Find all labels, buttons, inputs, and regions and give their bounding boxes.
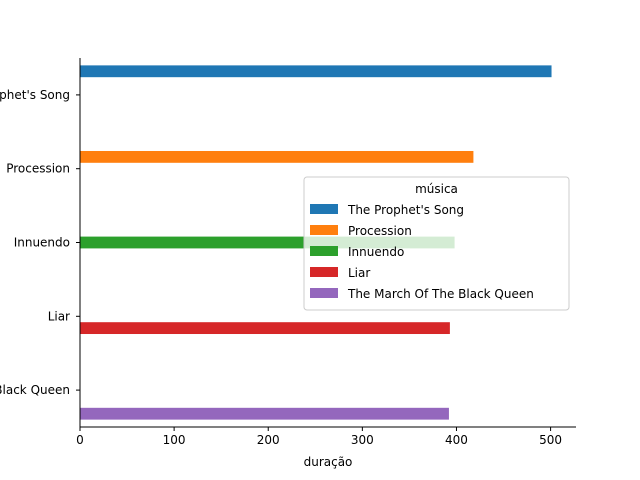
bar [80, 407, 449, 420]
ticks-group: 0 100 200 300 400 500 The Prophet's Song Proces… [0, 88, 562, 447]
legend-entry: The March Of The Black Queen [347, 287, 534, 301]
bar [80, 65, 552, 78]
legend-entry: Procession [348, 224, 412, 238]
bar [80, 322, 450, 335]
y-tick-label: Innuendo [14, 236, 70, 250]
legend-swatch [310, 246, 338, 256]
legend-swatch [310, 204, 338, 214]
legend-entry: Liar [348, 266, 370, 280]
y-tick-label: The March Of The Black Queen [0, 383, 70, 397]
legend-swatch [310, 288, 338, 298]
x-tick-label: 300 [351, 433, 374, 447]
bar [80, 150, 474, 163]
legend-entry: Innuendo [348, 245, 404, 259]
bar [80, 236, 455, 249]
legend-entry: The Prophet's Song [347, 203, 464, 217]
x-tick-label: 400 [445, 433, 468, 447]
legend-swatch [310, 267, 338, 277]
x-tick-label: 500 [539, 433, 562, 447]
x-tick-label: 200 [257, 433, 280, 447]
legend: música The Prophet's Song Procession Innuen… [303, 176, 570, 311]
x-tick-label: 0 [76, 433, 84, 447]
x-tick-label: 100 [163, 433, 186, 447]
y-tick-label: The Prophet's Song [0, 88, 70, 102]
bars-group [80, 65, 552, 420]
x-axis-label: duração [304, 455, 353, 469]
y-tick-label: Procession [6, 162, 70, 176]
legend-swatch [310, 225, 338, 235]
legend-title: música [415, 182, 458, 196]
y-tick-label: Liar [48, 309, 70, 323]
legend-box [303, 176, 570, 311]
